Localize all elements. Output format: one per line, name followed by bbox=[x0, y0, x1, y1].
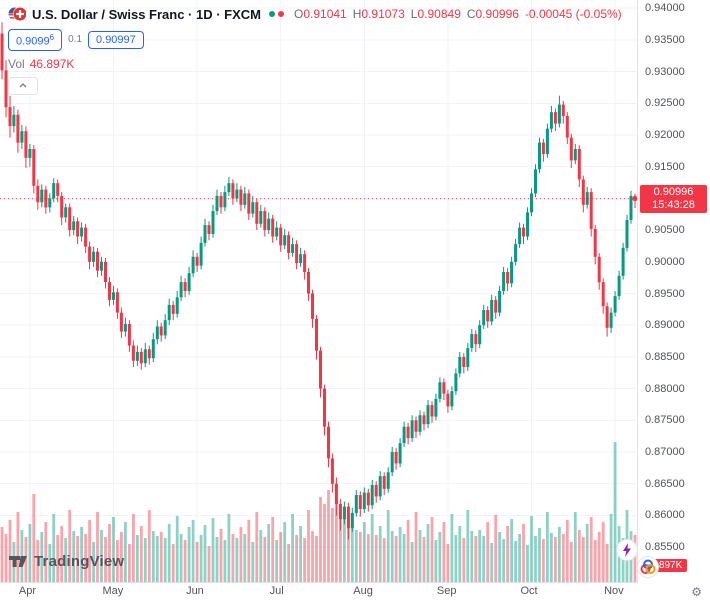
colored-rings-icon bbox=[640, 559, 656, 574]
red-dot-icon bbox=[278, 11, 284, 17]
volume-label: Vol bbox=[8, 56, 25, 71]
volume-value: 46.897K bbox=[29, 56, 75, 71]
price-tick-label: 0.91500 bbox=[645, 160, 685, 173]
candlestick-chart[interactable] bbox=[0, 0, 637, 582]
price-tick-label: 0.89500 bbox=[645, 287, 685, 300]
price-tick-label: 0.94000 bbox=[645, 2, 685, 15]
collapse-legend-button[interactable] bbox=[8, 76, 38, 95]
chart-legend: U.S. Dollar / Swiss Franc · 1D · FXCM O0… bbox=[8, 5, 622, 95]
spread-value: 0.1 bbox=[68, 34, 83, 46]
gear-icon[interactable]: ⚙ bbox=[691, 584, 702, 599]
sell-button[interactable]: 0.90996 bbox=[8, 29, 63, 51]
time-tick-label: Sep bbox=[436, 585, 457, 597]
time-axis[interactable]: Apr May Jun Jul Aug Sep Oct Nov bbox=[0, 583, 637, 600]
time-tick-label: Jun bbox=[186, 585, 204, 597]
time-tick-label: Jul bbox=[269, 585, 284, 597]
price-tick-label: 0.85500 bbox=[645, 541, 685, 554]
price-tick-label: 0.93000 bbox=[645, 65, 685, 78]
price-tick-label: 0.90500 bbox=[645, 224, 685, 237]
teal-dot-icon bbox=[269, 11, 275, 17]
price-tick-label: 0.88000 bbox=[645, 382, 685, 395]
price-tick-label: 0.92000 bbox=[645, 129, 685, 142]
open-value: 0.91041 bbox=[303, 7, 347, 21]
close-value: 0.90996 bbox=[475, 7, 519, 21]
chevron-up-icon bbox=[19, 83, 27, 88]
time-tick-label: Nov bbox=[604, 585, 624, 597]
price-tick-label: 0.90000 bbox=[645, 255, 685, 268]
time-tick-label: Aug bbox=[353, 585, 373, 597]
tradingview-logo-icon bbox=[9, 556, 27, 567]
symbol-title[interactable]: U.S. Dollar / Swiss Franc · 1D · FXCM bbox=[32, 6, 261, 22]
tradingview-logo[interactable]: TradingView bbox=[8, 551, 124, 571]
high-value: 0.91073 bbox=[361, 7, 405, 21]
legend-status-dots-icon[interactable] bbox=[269, 11, 284, 17]
time-tick-label: Apr bbox=[18, 585, 36, 597]
price-tick-label: 0.87000 bbox=[645, 446, 685, 459]
current-price-label: 0.90996 15:43:28 bbox=[640, 184, 707, 213]
chart-pane[interactable] bbox=[0, 0, 638, 583]
buy-button[interactable]: 0.90997 bbox=[88, 30, 144, 49]
price-tick-label: 0.87500 bbox=[645, 414, 685, 427]
price-tick-label: 0.86000 bbox=[645, 509, 685, 522]
low-value: 0.90849 bbox=[417, 7, 461, 21]
price-tick-label: 0.92500 bbox=[645, 97, 685, 110]
bar-countdown: 15:43:28 bbox=[652, 198, 695, 211]
price-tick-label: 0.89000 bbox=[645, 319, 685, 332]
change-value: -0.00045 (-0.05%) bbox=[524, 7, 622, 21]
quick-trade-button[interactable] bbox=[616, 539, 638, 561]
ohlc-values: O0.91041 H0.91073 L0.90849 C0.90996 -0.0… bbox=[294, 7, 622, 21]
axis-corner: ⚙ bbox=[638, 583, 710, 600]
time-tick-label: May bbox=[102, 585, 124, 597]
lightning-icon bbox=[623, 543, 631, 557]
symbol-logo-icon bbox=[8, 5, 26, 23]
price-tick-label: 0.93500 bbox=[645, 33, 685, 46]
tradingview-wordmark: TradingView bbox=[34, 552, 125, 570]
price-tick-label: 0.88500 bbox=[645, 350, 685, 363]
community-trends-button[interactable] bbox=[637, 556, 659, 578]
price-axis[interactable]: 0.90996 15:43:28 46.897K 0.94000 0.93500 0… bbox=[638, 0, 710, 582]
time-tick-label: Oct bbox=[520, 585, 538, 597]
price-tick-label: 0.86500 bbox=[645, 477, 685, 490]
